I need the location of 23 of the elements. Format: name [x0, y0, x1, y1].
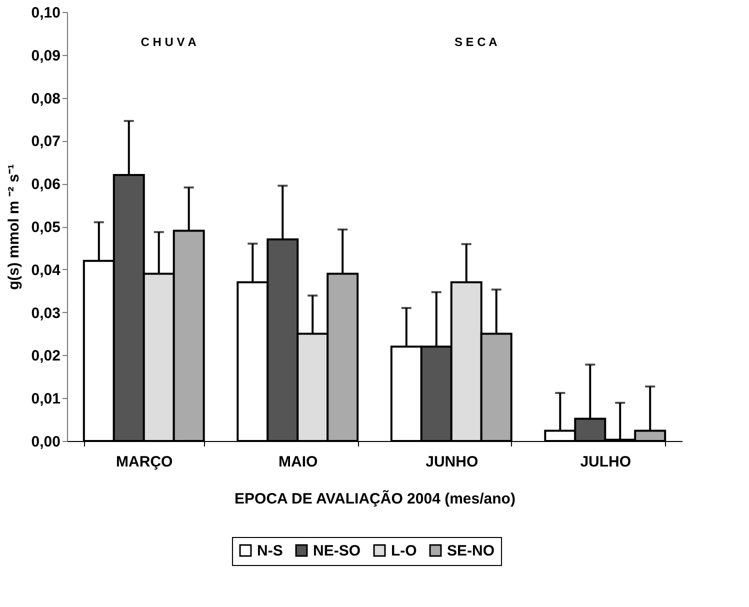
x-tick-label: MARÇO — [116, 454, 174, 470]
y-tick-label: 0,07 — [31, 133, 60, 150]
legend-label: L-O — [391, 542, 418, 560]
y-tick-label: 0,03 — [31, 304, 60, 322]
y-axis-title: g(s) mmol m ⁻² s⁻¹ — [5, 164, 22, 290]
y-tick-label: 0,10 — [31, 4, 60, 22]
y-tick-label: 0,05 — [31, 219, 60, 236]
y-tick-label: 0,01 — [31, 390, 60, 408]
y-tick-label: 0,00 — [31, 434, 60, 450]
annotation: S E C A — [454, 35, 498, 50]
legend-label: N-S — [257, 542, 283, 560]
x-tick-label: JUNHO — [426, 454, 478, 470]
x-tick-label: MAIO — [278, 454, 318, 470]
y-tick-label: 0,08 — [31, 90, 60, 108]
y-tick-label: 0,02 — [31, 348, 60, 365]
y-tick-label: 0,09 — [31, 47, 60, 64]
x-axis-title: EPOCA DE AVALIAÇÃO 2004 (mes/ano) — [234, 490, 516, 508]
annotation: C H U V A — [140, 35, 197, 50]
legend-label: NE-SO — [313, 542, 361, 560]
y-tick-label: 0,06 — [31, 176, 60, 194]
legend-label: SE-NO — [447, 542, 495, 560]
y-tick-label: 0,04 — [31, 262, 62, 279]
x-tick-label: JULHO — [580, 454, 632, 470]
